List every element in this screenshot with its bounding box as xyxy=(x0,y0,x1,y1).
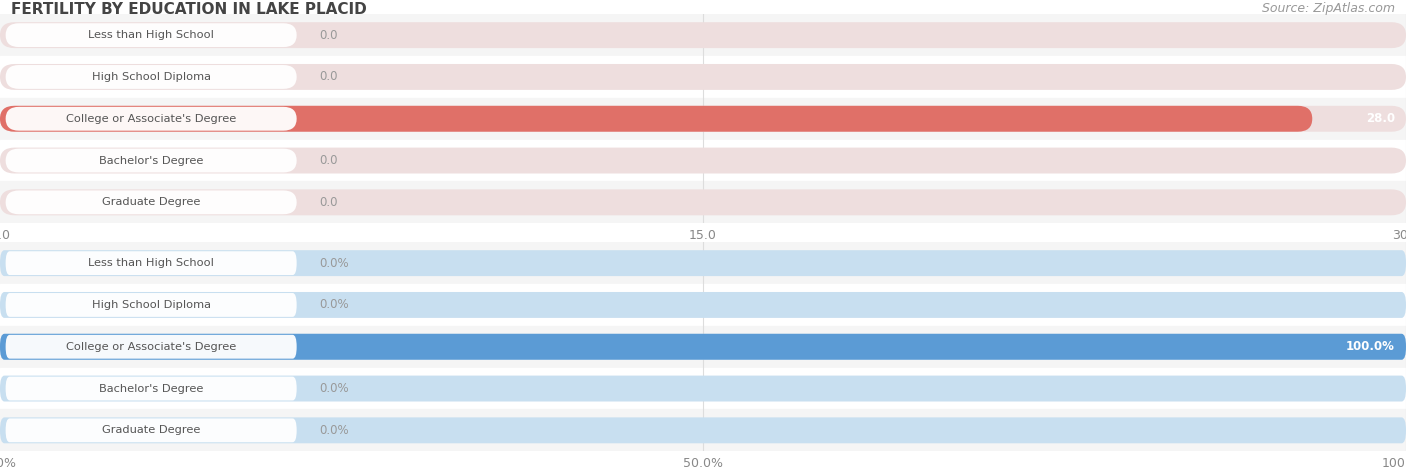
FancyBboxPatch shape xyxy=(6,251,297,275)
Text: Bachelor's Degree: Bachelor's Degree xyxy=(98,155,204,166)
Bar xyxy=(0,326,1406,368)
Text: 0.0%: 0.0% xyxy=(319,382,349,395)
FancyBboxPatch shape xyxy=(0,64,1406,90)
FancyBboxPatch shape xyxy=(0,106,1312,132)
FancyBboxPatch shape xyxy=(0,106,1406,132)
FancyBboxPatch shape xyxy=(6,149,297,172)
FancyBboxPatch shape xyxy=(0,376,1406,401)
FancyBboxPatch shape xyxy=(6,335,297,359)
FancyBboxPatch shape xyxy=(0,22,1406,48)
Text: Less than High School: Less than High School xyxy=(89,258,214,268)
Text: Source: ZipAtlas.com: Source: ZipAtlas.com xyxy=(1261,2,1395,15)
FancyBboxPatch shape xyxy=(0,334,1406,360)
Bar xyxy=(0,98,1406,140)
Text: 0.0: 0.0 xyxy=(319,70,337,84)
Text: 28.0: 28.0 xyxy=(1365,112,1395,125)
FancyBboxPatch shape xyxy=(6,107,297,131)
Text: 0.0%: 0.0% xyxy=(319,256,349,270)
Bar xyxy=(0,56,1406,98)
FancyBboxPatch shape xyxy=(6,190,297,214)
Bar xyxy=(0,242,1406,284)
Bar xyxy=(0,181,1406,223)
Text: 0.0: 0.0 xyxy=(319,196,337,209)
Text: Less than High School: Less than High School xyxy=(89,30,214,40)
FancyBboxPatch shape xyxy=(0,292,1406,318)
Bar xyxy=(0,368,1406,409)
Text: FERTILITY BY EDUCATION IN LAKE PLACID: FERTILITY BY EDUCATION IN LAKE PLACID xyxy=(11,2,367,18)
FancyBboxPatch shape xyxy=(0,250,1406,276)
Text: College or Associate's Degree: College or Associate's Degree xyxy=(66,342,236,352)
Bar xyxy=(0,140,1406,181)
FancyBboxPatch shape xyxy=(6,418,297,442)
Text: College or Associate's Degree: College or Associate's Degree xyxy=(66,114,236,124)
Text: 0.0: 0.0 xyxy=(319,28,337,42)
FancyBboxPatch shape xyxy=(6,377,297,400)
FancyBboxPatch shape xyxy=(6,65,297,89)
FancyBboxPatch shape xyxy=(0,418,1406,443)
Text: 100.0%: 100.0% xyxy=(1346,340,1395,353)
FancyBboxPatch shape xyxy=(6,23,297,47)
Bar xyxy=(0,284,1406,326)
Text: High School Diploma: High School Diploma xyxy=(91,300,211,310)
Text: Graduate Degree: Graduate Degree xyxy=(103,425,200,436)
Text: Graduate Degree: Graduate Degree xyxy=(103,197,200,208)
Text: 0.0: 0.0 xyxy=(319,154,337,167)
FancyBboxPatch shape xyxy=(0,148,1406,173)
Text: High School Diploma: High School Diploma xyxy=(91,72,211,82)
Text: Bachelor's Degree: Bachelor's Degree xyxy=(98,383,204,394)
FancyBboxPatch shape xyxy=(0,190,1406,215)
FancyBboxPatch shape xyxy=(0,334,1406,360)
FancyBboxPatch shape xyxy=(6,293,297,317)
Text: 0.0%: 0.0% xyxy=(319,424,349,437)
Text: 0.0%: 0.0% xyxy=(319,298,349,312)
Bar xyxy=(0,409,1406,451)
Bar xyxy=(0,14,1406,56)
